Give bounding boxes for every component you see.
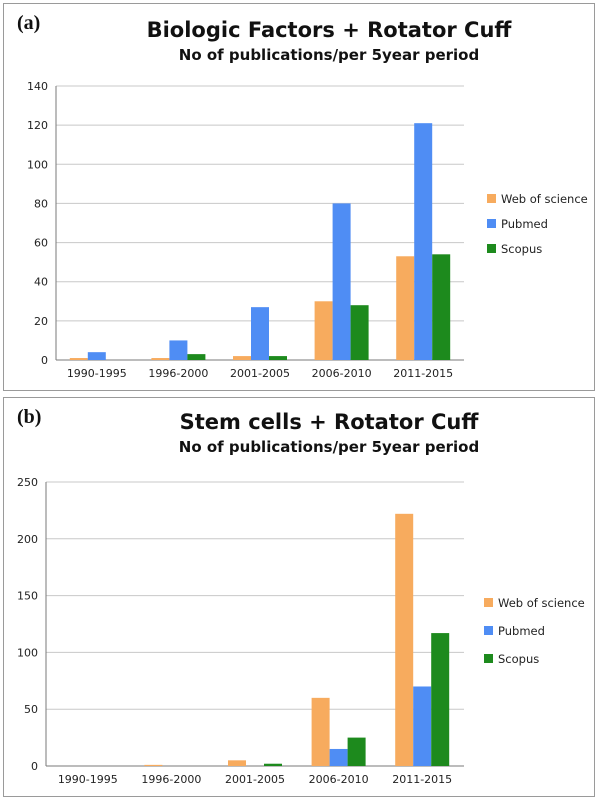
- y-tick-label: 0: [41, 354, 48, 367]
- bar-chart: 0 20 40 60 80 100 120 140 1990-1995 1996-2000 2001…: [27, 80, 588, 380]
- bar: [396, 256, 415, 360]
- bar: [233, 356, 251, 360]
- x-tick-label: 2001-2005: [225, 773, 285, 786]
- panel-label: (b): [17, 406, 42, 428]
- legend-label: Web of science: [501, 192, 588, 206]
- bar-chart: 0 50 100 150 200 250 1990-1995 1996-2000 2001-20…: [17, 476, 585, 786]
- bar: [347, 737, 366, 766]
- bar: [144, 764, 163, 766]
- legend-swatch: [484, 654, 493, 663]
- bar: [314, 301, 333, 360]
- bar: [332, 203, 351, 360]
- bar: [431, 633, 450, 766]
- legend-label: Scopus: [498, 652, 539, 666]
- y-tick-label: 40: [34, 276, 48, 289]
- y-tick-label: 200: [17, 533, 38, 546]
- chart-subtitle: No of publications/per 5year period: [178, 46, 480, 64]
- bar: [414, 123, 433, 360]
- panel-label: (a): [17, 12, 41, 34]
- y-tick-label: 140: [27, 80, 48, 93]
- bar: [87, 352, 106, 360]
- y-tick-label: 100: [27, 158, 48, 171]
- x-tick-label: 2011-2015: [392, 773, 452, 786]
- y-tick-label: 0: [31, 760, 38, 773]
- legend-label: Pubmed: [498, 624, 545, 638]
- chart-subtitle: No of publications/per 5year period: [178, 438, 480, 456]
- x-tick-label: 1990-1995: [58, 773, 118, 786]
- bar: [151, 358, 170, 360]
- bar: [69, 358, 88, 360]
- x-tick-label: 1996-2000: [141, 773, 201, 786]
- x-tick-label: 2011-2015: [393, 367, 453, 380]
- chart-panel-b: (b) Stem cells + Rotator Cuff No of publ…: [3, 397, 595, 797]
- bar: [187, 354, 206, 360]
- x-tick-label: 1990-1995: [67, 367, 127, 380]
- y-tick-label: 120: [27, 119, 48, 132]
- bar: [269, 356, 287, 360]
- y-tick-label: 20: [34, 315, 48, 328]
- chart-panel-a: (a) Biologic Factors + Rotator Cuff No o…: [3, 3, 595, 391]
- bar: [413, 686, 432, 766]
- bar: [311, 697, 330, 766]
- y-tick-label: 150: [17, 590, 38, 603]
- bar: [350, 305, 369, 360]
- bar: [251, 307, 269, 360]
- legend-label: Scopus: [501, 242, 542, 256]
- x-tick-label: 2006-2010: [309, 773, 369, 786]
- bar: [169, 340, 188, 360]
- legend-swatch: [487, 219, 496, 228]
- y-tick-label: 50: [24, 703, 38, 716]
- legend-label: Pubmed: [501, 217, 548, 231]
- x-tick-label: 2006-2010: [312, 367, 372, 380]
- legend-swatch: [484, 626, 493, 635]
- y-tick-label: 60: [34, 237, 48, 250]
- chart-title: Biologic Factors + Rotator Cuff: [146, 18, 512, 42]
- bar: [395, 513, 414, 766]
- bar: [329, 748, 348, 766]
- legend-swatch: [484, 598, 493, 607]
- chart-title: Stem cells + Rotator Cuff: [179, 410, 479, 434]
- bar: [228, 760, 246, 766]
- legend-label: Web of science: [498, 596, 585, 610]
- y-tick-label: 250: [17, 476, 38, 489]
- x-tick-label: 1996-2000: [148, 367, 208, 380]
- x-tick-label: 2001-2005: [230, 367, 290, 380]
- bar: [264, 763, 282, 766]
- legend-swatch: [487, 244, 496, 253]
- y-tick-label: 100: [17, 646, 38, 659]
- y-tick-label: 80: [34, 197, 48, 210]
- bar: [432, 254, 451, 360]
- legend-swatch: [487, 194, 496, 203]
